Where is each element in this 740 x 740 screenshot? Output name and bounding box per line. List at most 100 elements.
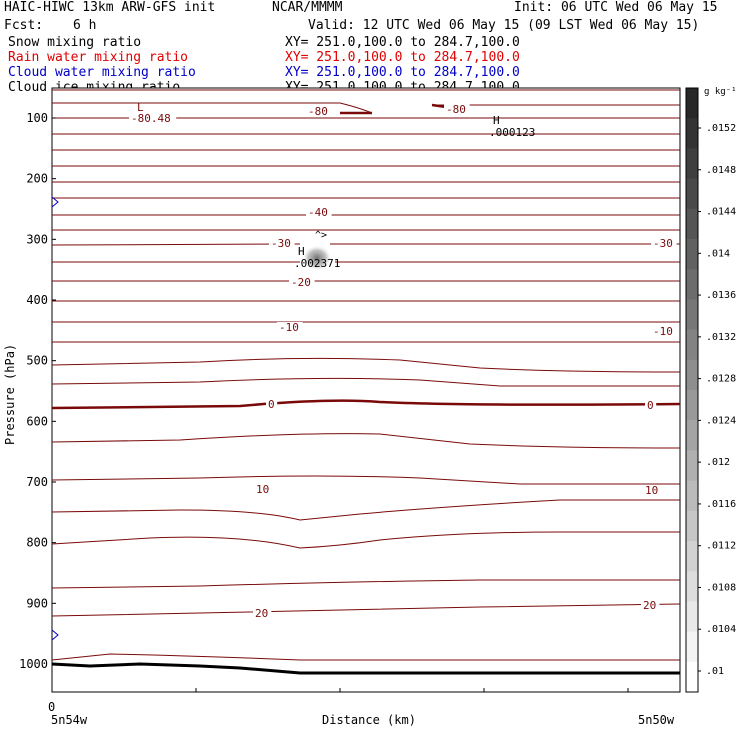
- colorbar-tick-label: .0132: [706, 332, 736, 343]
- x-left-label: 5n54w: [51, 713, 88, 727]
- colorbar-tick-label: .0148: [706, 165, 736, 176]
- freezing-level-contour: [51, 399, 681, 410]
- org-label: NCAR/MMMM: [272, 0, 343, 15]
- contour-label-bg: [651, 238, 677, 249]
- colorbar-tick-label: .0108: [706, 582, 736, 593]
- colorbar-swatch: [686, 178, 698, 210]
- contour-label: 10: [256, 483, 269, 496]
- contour-label: -80: [308, 105, 328, 118]
- contour-line: [51, 243, 680, 246]
- colorbar-swatch: [686, 510, 698, 542]
- extremum-value: .002371: [294, 257, 340, 270]
- colorbar: .0152 .0148 .0144 .014 .0136 .0132 .0128 .0124.…: [685, 87, 736, 693]
- contour-label-bg: [641, 600, 660, 611]
- colorbar-tick-label: .0128: [706, 374, 736, 385]
- colorbar-swatch: [686, 329, 698, 361]
- contour-label: 0: [268, 398, 275, 411]
- colorbar-tick-label: .0104: [706, 624, 736, 635]
- pressure-axis: 100 200 300 400 500 600 700 800 900 1000: [19, 111, 56, 671]
- contour-label-bg: [306, 207, 332, 218]
- colorbar-tick-label: .0124: [706, 415, 736, 426]
- colorbar-swatch: [686, 239, 698, 270]
- contour-label: 10: [645, 484, 658, 497]
- contour-label-bg: [651, 326, 677, 337]
- x-right-label: 5n50w: [638, 713, 675, 727]
- y-tick-label: 100: [26, 111, 48, 125]
- extremum-symbol: H: [298, 245, 305, 258]
- left-arrow-icon: [51, 196, 59, 208]
- colorbar-swatch: [686, 571, 698, 602]
- y-tick-label: 800: [26, 536, 48, 550]
- colorbar-swatch: [686, 631, 698, 663]
- extremum-symbol: L: [137, 101, 144, 114]
- extremum-value: .000123: [489, 126, 535, 139]
- colorbar-tick-label: .014: [706, 248, 730, 259]
- contour-line: [51, 579, 680, 589]
- contour-label-bg: [129, 113, 177, 124]
- y-tick-label: 900: [26, 596, 48, 610]
- y-tick-label: 600: [26, 414, 48, 428]
- contour-label-bg: [643, 485, 662, 496]
- contour-label-bg: [306, 106, 332, 117]
- contour-line: [51, 433, 681, 449]
- contour-label: -20: [291, 276, 311, 289]
- field-xy-cloud-water: XY= 251.0,100.0 to 284.7,100.0: [285, 65, 520, 80]
- colorbar-tick-label: .0144: [706, 207, 736, 218]
- contour-label-bg: [289, 277, 315, 288]
- contour-label-bg: [645, 400, 657, 411]
- valid-time: Valid: 12 UTC Wed 06 May 15 (09 LST Wed …: [308, 18, 700, 33]
- colorbar-tick-label: .0136: [706, 290, 736, 301]
- colorbar-swatch: [686, 541, 698, 572]
- contour-label: -10: [279, 321, 299, 334]
- colorbar-swatch: [686, 269, 698, 300]
- field-name-snow: Snow mixing ratio: [8, 35, 142, 50]
- contour-label-bg: [254, 484, 273, 495]
- field-name-cloud-water: Cloud water mixing ratio: [8, 65, 196, 80]
- field-name-rain: Rain water mixing ratio: [8, 50, 189, 65]
- contour-line: [51, 475, 680, 485]
- ice-maximum-shading: [302, 245, 332, 271]
- model-title: HAIC-HIWC 13km ARW-GFS init: [4, 0, 216, 15]
- forecast-value: 6 h: [73, 18, 97, 33]
- y-tick-label: 300: [26, 232, 48, 246]
- contour-label: -30: [653, 237, 673, 250]
- colorbar-tick-label: .012: [706, 457, 730, 468]
- colorbar-frame: [685, 87, 699, 693]
- contour-line: [51, 357, 681, 373]
- y-axis-label: Pressure (hPa): [3, 344, 17, 445]
- colorbar-swatch: [686, 661, 698, 693]
- contour-line: [51, 653, 680, 661]
- colorbar-swatch: [686, 450, 698, 482]
- contour-label-bg: [266, 399, 278, 410]
- forecast-label: Fcst:: [4, 18, 44, 33]
- colorbar-swatch: [686, 390, 698, 421]
- contour-label: 20: [255, 607, 268, 620]
- colorbar-swatch: [686, 420, 698, 451]
- contour-line: [51, 499, 680, 521]
- distance-axis-ticks: [51, 688, 629, 692]
- contour-label: -40: [308, 206, 328, 219]
- contour-label-bg: [269, 238, 295, 249]
- colorbar-tick-label: .0152: [706, 123, 736, 134]
- contour-label: -80: [446, 103, 466, 116]
- x-axis-label: Distance (km): [322, 713, 416, 727]
- contour-label: -10: [653, 325, 673, 338]
- colorbar-swatch: [686, 601, 698, 633]
- contour-line: [51, 603, 681, 617]
- contour-line: [51, 531, 680, 549]
- colorbar-swatch: [686, 88, 698, 119]
- contour-label-bg: [277, 322, 303, 333]
- contour-label-bg: [444, 104, 470, 115]
- extremum-symbol: H: [493, 114, 500, 127]
- colorbar-swatch: [686, 208, 698, 240]
- colorbar-swatch: [686, 148, 698, 180]
- left-arrow-icon-lower: [51, 629, 59, 641]
- y-tick-label: 400: [26, 293, 48, 307]
- contour-label-bg: [253, 608, 272, 619]
- terrain-line: [51, 662, 680, 675]
- contour-label: -30: [271, 237, 291, 250]
- plot-area: [51, 87, 681, 693]
- colorbar-swatch: [686, 359, 698, 391]
